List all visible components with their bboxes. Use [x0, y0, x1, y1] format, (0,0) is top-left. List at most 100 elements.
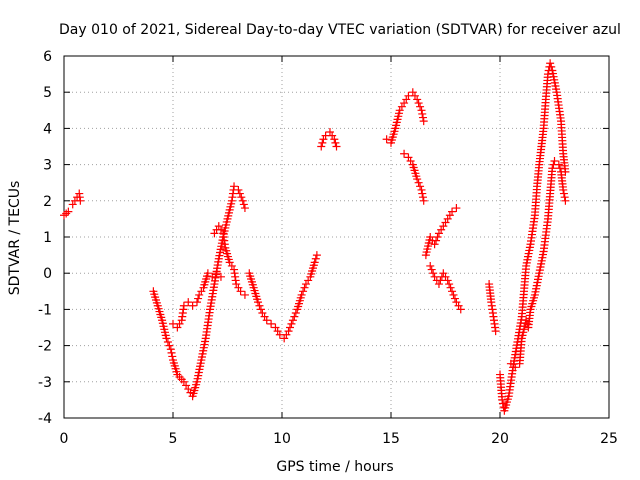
data-point — [441, 272, 450, 281]
data-point — [175, 319, 184, 328]
data-point — [284, 327, 293, 336]
data-point — [290, 312, 299, 321]
data-point — [332, 142, 341, 151]
data-point — [232, 280, 241, 289]
y-tick-label: 4 — [43, 121, 52, 137]
data-point — [68, 200, 77, 209]
data-point — [404, 153, 413, 162]
data-point — [330, 135, 339, 144]
data-point — [430, 272, 439, 281]
y-tick-label: 5 — [43, 85, 52, 101]
data-point — [427, 265, 436, 274]
x-tick-label: 20 — [491, 431, 509, 447]
data-point — [310, 258, 319, 267]
data-point — [312, 251, 321, 260]
data-point — [319, 135, 328, 144]
data-point — [546, 59, 555, 68]
chart-title: Day 010 of 2021, Sidereal Day-to-day VTE… — [59, 22, 621, 38]
data-point — [188, 301, 197, 310]
data-point — [163, 337, 172, 346]
data-point — [331, 138, 340, 147]
data-point — [416, 102, 425, 111]
data-point — [434, 280, 443, 289]
data-point — [433, 233, 442, 241]
data-point — [560, 193, 569, 202]
data-point — [240, 204, 249, 213]
data-point — [430, 240, 439, 249]
data-point — [212, 269, 221, 278]
data-point — [559, 189, 568, 198]
data-point — [414, 178, 423, 187]
data-point — [441, 218, 450, 227]
data-point — [267, 319, 276, 328]
data-point — [62, 209, 71, 218]
y-tick-label: -3 — [38, 375, 52, 391]
data-point — [173, 323, 182, 332]
data-point — [325, 128, 334, 137]
data-point — [280, 334, 289, 343]
data-point — [414, 99, 423, 108]
data-point — [402, 95, 411, 104]
data-point — [511, 363, 520, 372]
data-point — [417, 106, 426, 115]
data-point — [214, 222, 223, 231]
data-point — [328, 131, 337, 140]
data-point — [216, 272, 225, 281]
data-point — [400, 99, 409, 108]
data-point — [271, 323, 280, 332]
data-point — [256, 305, 265, 314]
y-axis-label: SDTVAR / TECUs — [7, 181, 23, 296]
data-point — [165, 341, 174, 350]
data-point — [194, 294, 203, 303]
x-tick-label: 15 — [382, 431, 400, 447]
data-point — [208, 272, 217, 281]
data-point — [443, 276, 452, 285]
data-point — [168, 352, 177, 361]
data-point — [432, 236, 441, 245]
data-point — [239, 200, 248, 209]
data-point — [559, 185, 568, 194]
data-point — [238, 196, 247, 205]
data-point — [301, 280, 310, 289]
y-tick-label: 3 — [43, 158, 52, 174]
data-point — [413, 175, 422, 184]
data-points — [60, 59, 570, 415]
data-point — [452, 298, 461, 307]
data-point — [300, 283, 309, 292]
data-point — [443, 214, 452, 223]
x-axis-label: GPS time / hours — [276, 459, 393, 475]
data-point — [417, 185, 426, 194]
data-point — [452, 204, 461, 213]
data-point — [436, 276, 445, 285]
data-point — [410, 91, 419, 100]
data-point — [299, 287, 308, 296]
data-point — [235, 189, 244, 198]
grid — [64, 56, 609, 418]
data-point — [273, 327, 282, 336]
data-point — [555, 164, 564, 173]
data-point — [554, 160, 563, 169]
data-point — [456, 305, 465, 314]
data-point — [454, 301, 463, 310]
data-point — [260, 312, 269, 321]
y-tick-label: 1 — [43, 230, 52, 246]
data-point — [203, 269, 212, 278]
data-point — [547, 62, 556, 71]
data-point — [550, 156, 559, 165]
data-point — [288, 316, 297, 325]
data-point — [234, 283, 243, 292]
data-point — [498, 395, 507, 404]
data-point — [418, 189, 427, 198]
data-point — [192, 298, 201, 307]
data-point — [400, 149, 409, 158]
data-point — [182, 381, 191, 390]
data-point — [491, 327, 500, 336]
axis-ticks: 0 5 10 15 20 25 -4 -3 -2 -1 0 1 2 3 4 5 6 — [38, 49, 618, 447]
x-tick-label: 0 — [60, 431, 69, 447]
data-point — [285, 323, 294, 332]
data-point — [419, 117, 428, 126]
data-point — [234, 185, 243, 194]
data-point — [449, 290, 458, 299]
data-point — [548, 164, 557, 173]
y-tick-label: 0 — [43, 266, 52, 282]
